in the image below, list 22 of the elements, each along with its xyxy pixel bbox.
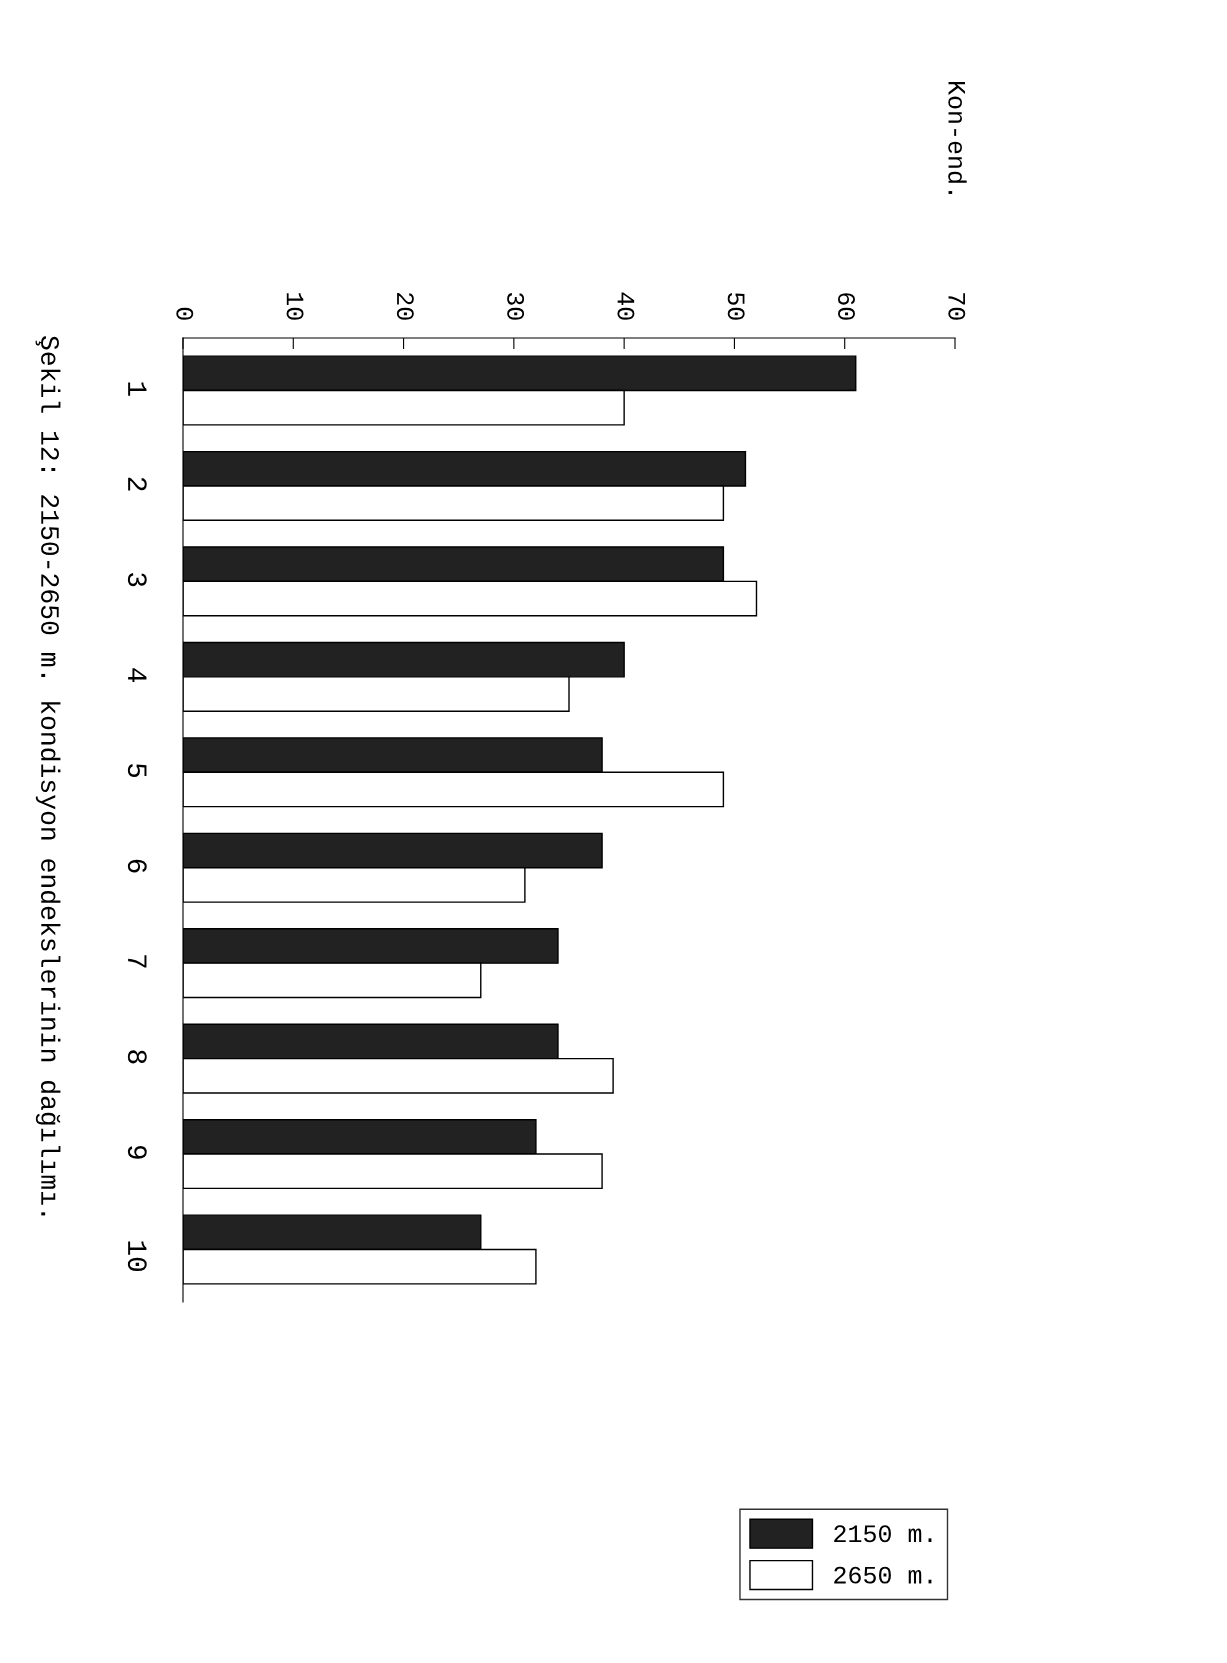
y-tick-label: 5 <box>127 763 147 778</box>
legend-label: 2150 m. <box>834 1525 932 1543</box>
y-tick-label: 4 <box>128 668 147 683</box>
y-tick-label: 8 <box>127 1050 147 1064</box>
x-tick-label: 10 <box>286 293 304 320</box>
text: Kon-end. <box>948 81 967 194</box>
y-tick-label: 9 <box>127 1145 147 1159</box>
y-tick-label: 3 <box>127 573 147 587</box>
y-tick-label: 6 <box>127 859 147 873</box>
y-tick-label: 7 <box>128 955 147 968</box>
x-tick-label: 70 <box>948 293 966 320</box>
x-tick-label: 50 <box>727 292 745 320</box>
x-tick-label: 60 <box>838 293 855 320</box>
legend-label: 2650 m. <box>834 1566 932 1584</box>
text: Şekil 12: 2150-2650 m. kondisyon endekslerinin dağılımı. <box>35 336 61 1216</box>
x-tick-label: 40 <box>617 292 635 320</box>
x-tick-label: 30 <box>507 292 525 320</box>
y-tick-label: 2 <box>128 477 147 491</box>
x-tick-label: 0 <box>176 307 194 320</box>
x-tick-label: 20 <box>396 293 414 320</box>
y-tick-label: 10 <box>127 1241 147 1272</box>
y-tick-label: 1 <box>128 382 147 396</box>
